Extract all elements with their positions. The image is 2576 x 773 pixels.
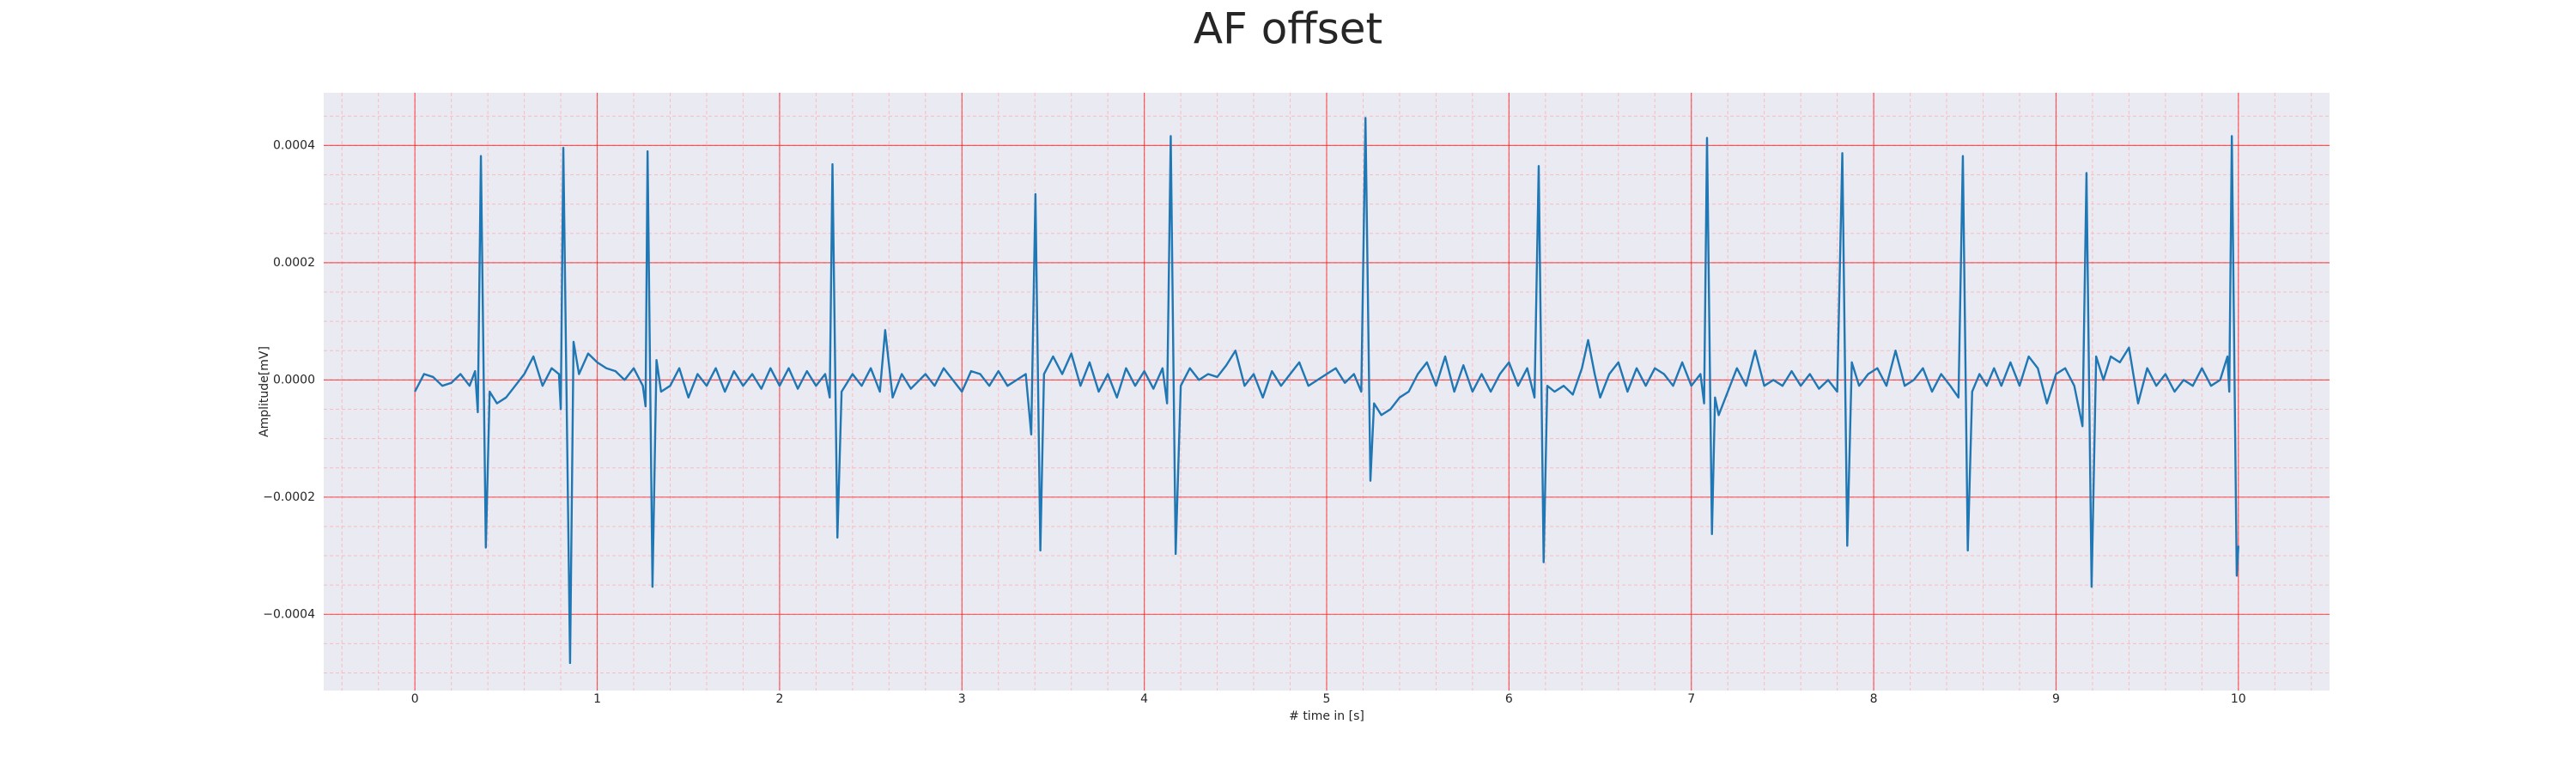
x-tick-label: 8	[1870, 692, 1878, 706]
x-tick-label: 0	[411, 692, 419, 706]
y-tick-label: −0.0004	[263, 607, 315, 621]
x-tick-label: 4	[1140, 692, 1148, 706]
y-tick-label: 0.0002	[273, 256, 315, 270]
y-axis-label: Amplitude[mV]	[258, 346, 271, 437]
x-tick-label: 5	[1323, 692, 1331, 706]
x-tick-label: 2	[775, 692, 783, 706]
x-tick-label: 9	[2052, 692, 2060, 706]
signal-line	[414, 117, 2240, 665]
y-tick-label: 0.0000	[273, 373, 315, 386]
y-tick-label: 0.0004	[273, 138, 315, 152]
y-tick-label: −0.0002	[263, 490, 315, 504]
x-axis-label: # time in [s]	[1289, 709, 1364, 723]
x-tick-label: 1	[593, 692, 601, 706]
chart-title: AF offset	[1194, 4, 1382, 54]
x-tick-label: 6	[1505, 692, 1513, 706]
x-tick-label: 3	[958, 692, 966, 706]
x-tick-label: 10	[2231, 692, 2246, 706]
x-tick-label: 7	[1687, 692, 1695, 706]
